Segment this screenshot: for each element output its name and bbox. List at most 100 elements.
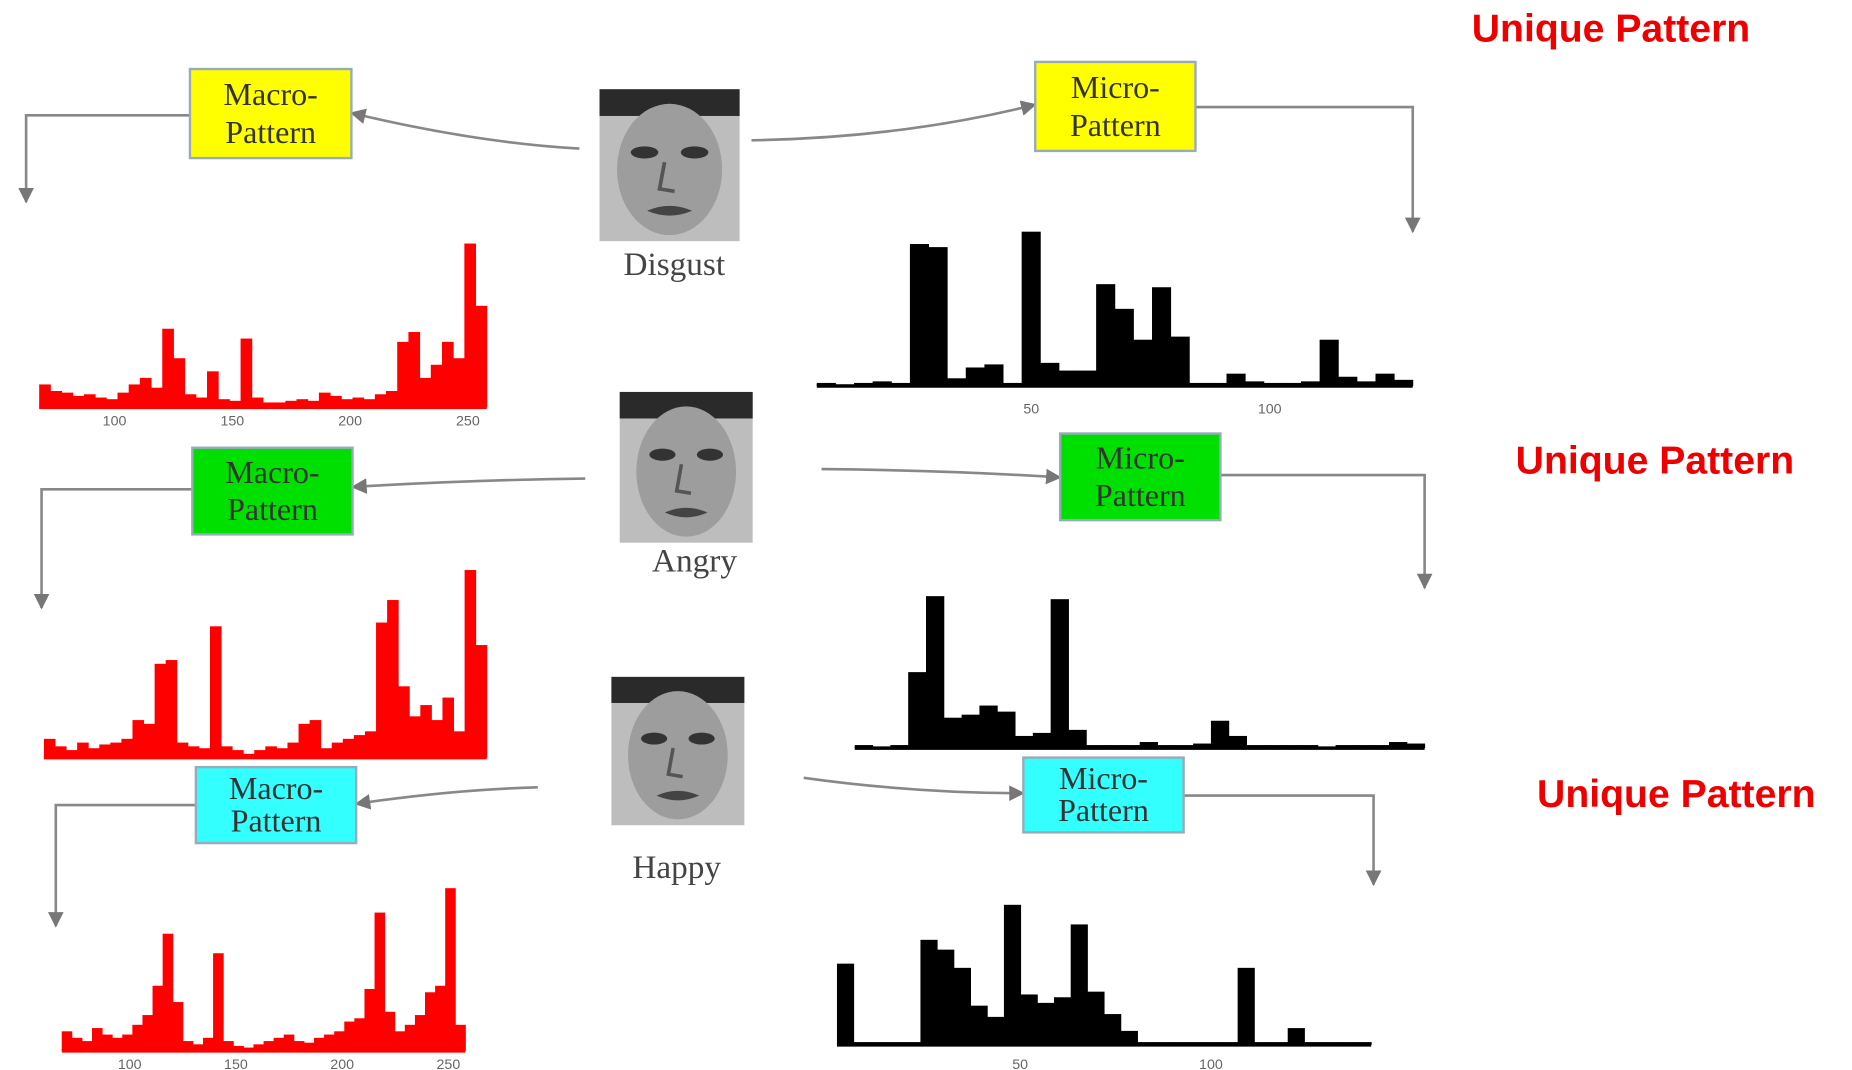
- hist-bar: [285, 401, 297, 408]
- hist-bar: [241, 339, 253, 408]
- face-image: [611, 677, 744, 825]
- hist-bar: [1140, 742, 1158, 748]
- hist-bar: [73, 396, 85, 407]
- hist-bar: [196, 398, 208, 408]
- hist-bar: [854, 383, 873, 386]
- hist-bar: [1037, 1003, 1054, 1045]
- hist-bar: [386, 391, 398, 407]
- hist-bar: [1122, 745, 1140, 748]
- hist-bar: [1054, 997, 1071, 1045]
- hist-bar: [376, 623, 388, 758]
- arrow: [822, 469, 1061, 477]
- hist-bar: [218, 399, 230, 407]
- hist-bar: [343, 739, 355, 758]
- hist-bar: [1004, 905, 1021, 1045]
- hist-bar: [1193, 744, 1211, 749]
- hist-bar: [121, 739, 133, 758]
- hist-bar: [465, 570, 477, 758]
- hist-bar: [140, 378, 152, 407]
- hist-bar: [435, 986, 446, 1051]
- hist-bar: [954, 968, 971, 1045]
- hist-bar: [1133, 340, 1152, 386]
- hist-bar: [455, 1025, 466, 1051]
- hist-bar: [274, 402, 286, 407]
- hist-bar: [1022, 232, 1041, 386]
- box-label: Pattern: [225, 114, 316, 150]
- hist-bar: [1301, 381, 1320, 386]
- hist-bar: [1227, 374, 1246, 386]
- hist-bar: [1137, 1042, 1154, 1045]
- hist-bar: [962, 715, 980, 748]
- hist-bar: [1354, 1042, 1371, 1045]
- hist-bar: [405, 1025, 416, 1051]
- hist-bar: [817, 383, 836, 386]
- hist-bar: [1336, 745, 1354, 748]
- hist-bar: [1288, 1028, 1305, 1045]
- hist-bar: [1321, 1042, 1338, 1045]
- arrow: [1184, 796, 1374, 885]
- hist-bar: [1003, 383, 1022, 386]
- hist-bar: [835, 384, 854, 386]
- hist-bar: [855, 745, 873, 748]
- hist-bar: [243, 754, 255, 758]
- hist-bar: [213, 953, 224, 1051]
- hist-bar: [476, 306, 488, 408]
- hist-bar: [344, 1022, 355, 1051]
- x-tick-label: 250: [437, 1057, 461, 1070]
- hist-bar: [1104, 1014, 1121, 1045]
- hist-bar: [183, 1041, 194, 1051]
- hist-bar: [173, 1002, 184, 1051]
- hist-bar: [66, 750, 78, 758]
- hist-bar: [431, 720, 443, 758]
- hist-bar: [908, 672, 926, 748]
- hist-bar: [1059, 371, 1078, 386]
- annotation: Unique Pattern: [1537, 773, 1815, 816]
- hist-bar: [420, 378, 432, 407]
- hist-bar: [354, 735, 366, 758]
- hist-bar: [319, 393, 331, 408]
- hist-bar: [77, 743, 89, 758]
- hist-bar: [979, 706, 997, 749]
- hist-bar: [92, 1028, 103, 1051]
- x-tick-label: 50: [1012, 1057, 1028, 1070]
- box-label: Macro-: [224, 76, 318, 112]
- hist-bar: [166, 660, 178, 758]
- hist-bar: [1078, 371, 1097, 386]
- hist-bar: [55, 746, 67, 757]
- hist-bar: [151, 388, 163, 408]
- arrow: [353, 479, 586, 487]
- box-label: Pattern: [1058, 792, 1149, 828]
- hist-bar: [330, 396, 342, 407]
- hist-bar: [420, 705, 432, 758]
- hist-bar: [62, 1031, 73, 1051]
- box-label: Micro-: [1096, 440, 1185, 476]
- hist-bar: [454, 731, 466, 757]
- hist-bar: [274, 1038, 285, 1051]
- hist-bar: [264, 1041, 275, 1051]
- hist-bar: [308, 401, 320, 408]
- arrow: [56, 805, 196, 926]
- emotion-label: Disgust: [624, 246, 726, 283]
- hist-bar: [398, 686, 410, 757]
- hist-bar: [1021, 994, 1038, 1044]
- hist-bar: [253, 1044, 264, 1051]
- hist-bar: [890, 745, 908, 748]
- hist-bar: [102, 1035, 113, 1051]
- hist-bar: [122, 1035, 133, 1051]
- x-tick-label: 150: [220, 413, 244, 429]
- hist-bar: [887, 1042, 904, 1045]
- hist-bar: [442, 342, 454, 408]
- hist-bar: [1158, 745, 1176, 748]
- hist-bar: [431, 365, 443, 408]
- annotation: Unique Pattern: [1516, 440, 1794, 483]
- hist-bar: [299, 724, 311, 758]
- hist-bar: [397, 342, 409, 408]
- hist-bar: [873, 381, 892, 386]
- hist-bar: [252, 398, 264, 408]
- face-image: [620, 392, 753, 543]
- hist-bar: [1154, 1042, 1171, 1045]
- hist-bar: [334, 1031, 345, 1051]
- arrow: [751, 105, 1035, 141]
- hist-bar: [364, 399, 376, 407]
- hist-bar: [1068, 730, 1086, 748]
